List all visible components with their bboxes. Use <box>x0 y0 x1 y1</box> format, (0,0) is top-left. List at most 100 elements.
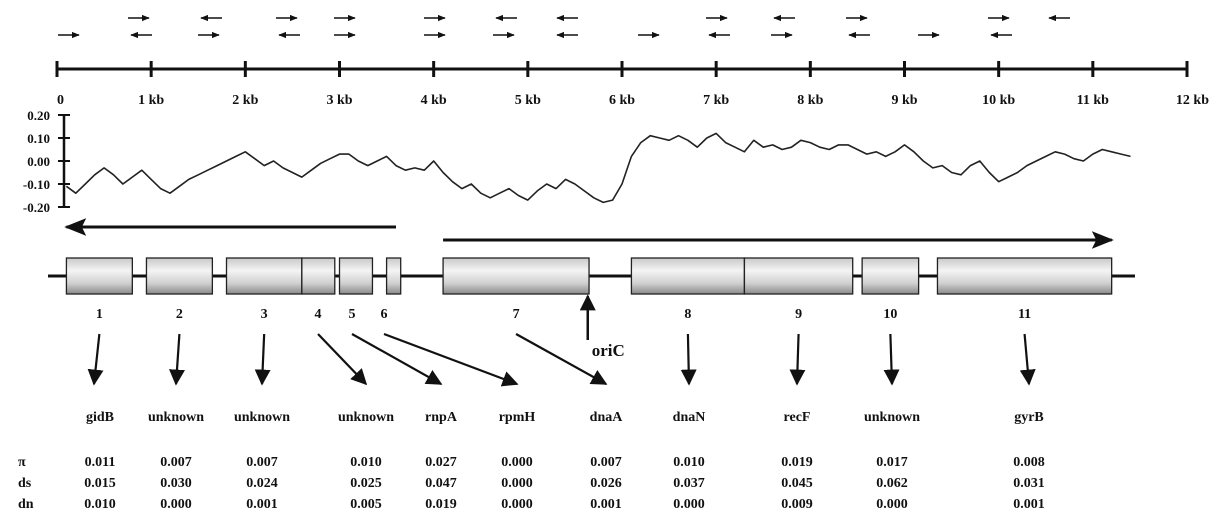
gene-box-10 <box>861 257 920 295</box>
callout-arrow-8 <box>680 333 697 386</box>
stat-pi-gene-9: 0.019 <box>781 455 813 470</box>
stat-dn-gene-1: 0.010 <box>84 497 116 512</box>
stat-dn-gene-2: 0.000 <box>160 497 192 512</box>
gene-number-9: 9 <box>795 307 802 322</box>
gene-box-6 <box>385 257 402 295</box>
scale-tick-label: 2 kb <box>232 93 258 108</box>
callout-arrow-6 <box>383 332 519 387</box>
stat-dn-gene-5: 0.019 <box>425 497 457 512</box>
stat-ds-gene-5: 0.047 <box>425 476 457 491</box>
diversity-statistics-table: 0.011 0.015 0.010 0.007 0.030 0.000 0.007 0.024… <box>18 455 1045 512</box>
gene-name-9: recF <box>784 410 811 425</box>
scale-tick-label: 12 kb <box>1176 93 1209 108</box>
gene-box-11 <box>936 257 1113 295</box>
stat-ds-gene-9: 0.045 <box>781 476 813 491</box>
y-axis-tick-label: -0.20 <box>23 200 50 215</box>
stat-ds-gene-10: 0.062 <box>876 476 908 491</box>
gene-name-11: gyrB <box>1014 410 1044 425</box>
gene-name-4: unknown <box>338 410 394 425</box>
callout-arrow-10 <box>883 333 900 386</box>
oric-label: oriC <box>592 341 625 360</box>
stat-row-label: dn <box>18 497 34 512</box>
stat-pi-gene-5: 0.027 <box>425 455 457 470</box>
gene-name-7: dnaA <box>590 410 624 425</box>
scale-tick-label: 10 kb <box>982 93 1015 108</box>
scale-tick-label: 6 kb <box>609 93 635 108</box>
gene-number-7: 7 <box>513 307 520 322</box>
callout-arrow-5 <box>351 333 443 385</box>
stat-pi-gene-8: 0.010 <box>673 455 705 470</box>
scale-tick-label: 9 kb <box>891 93 917 108</box>
gene-box-5 <box>338 257 374 295</box>
callout-arrow-1 <box>87 333 104 386</box>
gene-number-10: 10 <box>883 307 897 322</box>
stat-ds-gene-4: 0.025 <box>350 476 382 491</box>
scale-tick-label: 8 kb <box>797 93 823 108</box>
stat-ds-gene-1: 0.015 <box>84 476 116 491</box>
gene-name-6: rpmH <box>499 410 536 425</box>
gene-number-5: 5 <box>349 307 356 322</box>
sliding-window-plot: 0.20 0.10 0.00 -0.10 -0.20 <box>23 108 1131 215</box>
gene-name-10: unknown <box>864 410 920 425</box>
stat-dn-gene-8: 0.000 <box>673 497 705 512</box>
gene-number-8: 8 <box>684 307 691 322</box>
callout-arrow-3 <box>254 333 271 386</box>
scale-tick-label: 4 kb <box>421 93 447 108</box>
gene-name-3: unknown <box>234 410 290 425</box>
stat-dn-gene-9: 0.009 <box>781 497 813 512</box>
stat-pi-gene-11: 0.008 <box>1013 455 1045 470</box>
callout-arrow-2 <box>169 333 185 386</box>
y-axis-tick-label: 0.00 <box>27 154 50 169</box>
stat-row-label: π <box>18 455 26 470</box>
scale-tick-label: 3 kb <box>326 93 352 108</box>
stat-pi-gene-1: 0.011 <box>85 455 116 470</box>
diversity-line <box>65 132 1131 204</box>
stat-ds-gene-11: 0.031 <box>1013 476 1045 491</box>
gene-name-5: rnpA <box>425 410 458 425</box>
gene-map: 1 2 3 4 5 6 7 8 9 10 11 <box>48 257 1135 322</box>
scale-tick-label: 5 kb <box>515 93 541 108</box>
stat-pi-gene-7: 0.007 <box>590 455 622 470</box>
primer-arrows <box>58 14 1070 39</box>
gene-box-4 <box>301 257 336 295</box>
y-axis-tick-label: 0.10 <box>27 131 50 146</box>
gene-box-2 <box>145 257 214 295</box>
stat-ds-gene-3: 0.024 <box>246 476 278 491</box>
gene-callout-arrows: gidB unknown unknown unknown rnpA rpmH dnaA dna… <box>86 332 1044 425</box>
kb-scale-axis: 0 1 kb 2 kb 3 kb 4 kb 5 kb 6 kb 7 kb 8 kb 9 kb 10 … <box>55 61 1209 108</box>
stat-dn-gene-10: 0.000 <box>876 497 908 512</box>
stat-dn-gene-11: 0.001 <box>1013 497 1045 512</box>
stat-ds-gene-8: 0.037 <box>673 476 705 491</box>
gene-number-1: 1 <box>96 307 103 322</box>
callout-arrow-4 <box>317 333 368 386</box>
stat-pi-gene-6: 0.000 <box>501 455 533 470</box>
transcription-direction-arrows <box>64 218 1114 249</box>
callout-arrow-7 <box>515 333 608 385</box>
gene-box-7 <box>442 257 590 295</box>
gene-name-1: gidB <box>86 410 114 425</box>
scale-tick-label: 0 <box>57 93 64 108</box>
stat-row-label: ds <box>18 476 32 491</box>
gene-box-3 <box>225 257 303 295</box>
stat-dn-gene-7: 0.001 <box>590 497 622 512</box>
stat-dn-gene-3: 0.001 <box>246 497 278 512</box>
gene-box-8 <box>630 257 746 295</box>
gene-number-11: 11 <box>1018 307 1031 322</box>
stat-pi-gene-10: 0.017 <box>876 455 908 470</box>
callout-arrow-9 <box>789 333 806 386</box>
gene-name-8: dnaN <box>673 410 706 425</box>
y-axis-tick-label: -0.10 <box>23 177 50 192</box>
callout-arrow-11 <box>1019 333 1036 386</box>
stat-dn-gene-4: 0.005 <box>350 497 382 512</box>
scale-tick-label: 11 kb <box>1077 93 1110 108</box>
stat-pi-gene-3: 0.007 <box>246 455 278 470</box>
stat-ds-gene-2: 0.030 <box>160 476 192 491</box>
stat-dn-gene-6: 0.000 <box>501 497 533 512</box>
gene-box-9 <box>743 257 854 295</box>
y-axis-tick-label: 0.20 <box>27 108 50 123</box>
gene-name-2: unknown <box>148 410 204 425</box>
scale-tick-label: 7 kb <box>703 93 729 108</box>
gene-number-4: 4 <box>315 307 322 322</box>
gene-number-6: 6 <box>381 307 388 322</box>
gene-number-3: 3 <box>261 307 268 322</box>
